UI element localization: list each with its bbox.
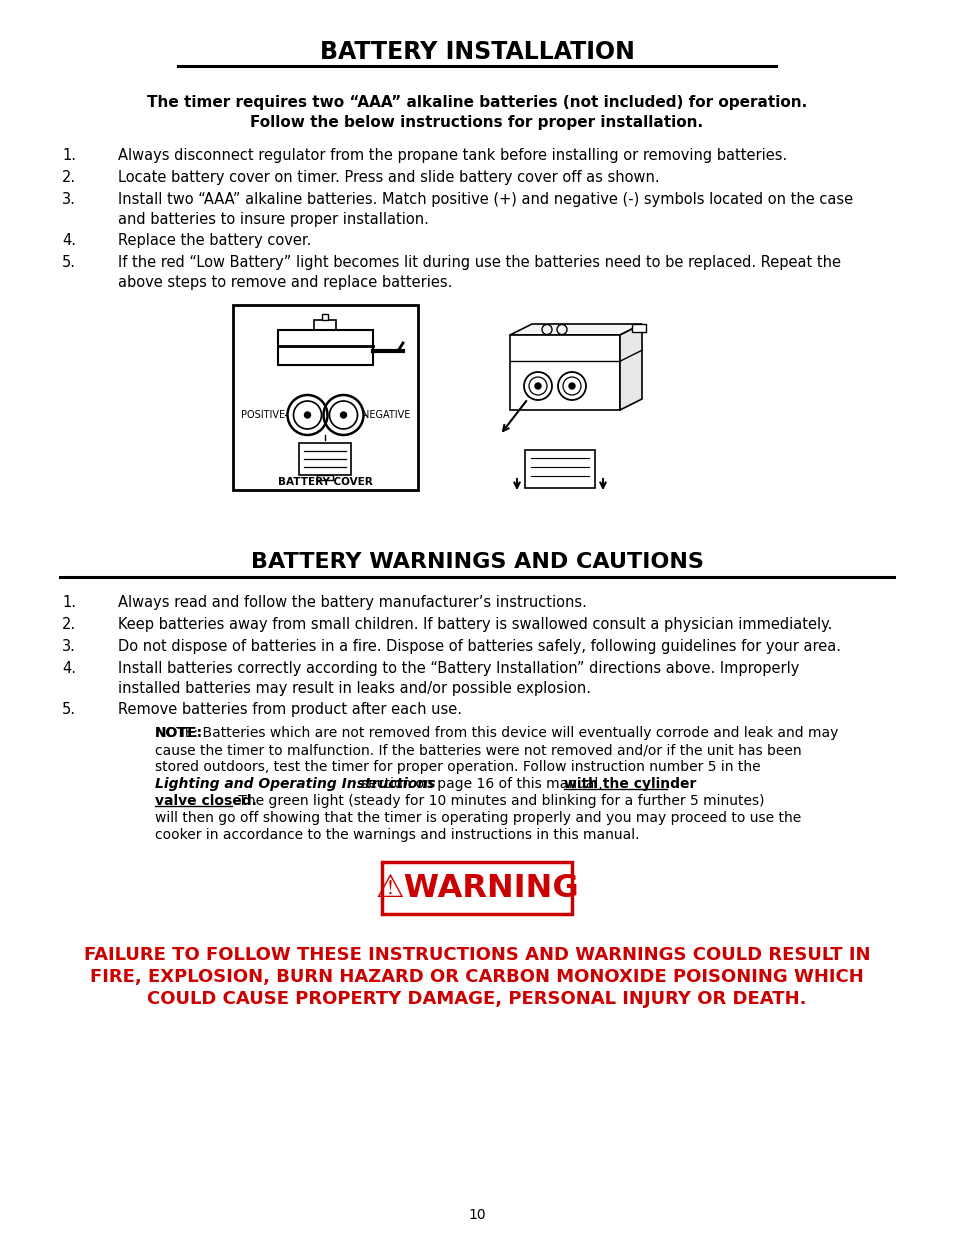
Circle shape [340,413,346,418]
Text: section on page 16 of this manual,: section on page 16 of this manual, [356,777,606,790]
Text: Install batteries correctly according to the “Battery Installation” directions a: Install batteries correctly according to… [118,660,799,696]
Text: FAILURE TO FOLLOW THESE INSTRUCTIONS AND WARNINGS COULD RESULT IN: FAILURE TO FOLLOW THESE INSTRUCTIONS AND… [84,947,869,964]
Bar [322,313,328,320]
Text: 2.: 2. [62,617,76,632]
Text: 2.: 2. [62,170,76,185]
Circle shape [535,383,540,389]
Text: Keep batteries away from small children. If battery is swallowed consult a physi: Keep batteries away from small children.… [118,617,832,632]
Text: cause the timer to malfunction. If the batteries were not removed and/or if the : cause the timer to malfunction. If the b… [154,743,801,757]
Text: BATTERY COVER: BATTERY COVER [278,477,373,487]
Text: FIRE, EXPLOSION, BURN HAZARD OR CARBON MONOXIDE POISONING WHICH: FIRE, EXPLOSION, BURN HAZARD OR CARBON M… [90,968,863,986]
Text: The timer requires two “AAA” alkaline batteries (not included) for operation.: The timer requires two “AAA” alkaline ba… [147,95,806,110]
Bar [524,450,595,488]
Polygon shape [510,325,641,335]
Bar [510,335,619,410]
Bar [381,862,572,914]
Text: The green light (steady for 10 minutes and blinking for a further 5 minutes): The green light (steady for 10 minutes a… [233,794,763,808]
Polygon shape [619,325,641,410]
Bar [314,320,336,330]
Text: will then go off showing that the timer is operating properly and you may procee: will then go off showing that the timer … [154,812,801,825]
Text: COULD CAUSE PROPERTY DAMAGE, PERSONAL INJURY OR DEATH.: COULD CAUSE PROPERTY DAMAGE, PERSONAL IN… [147,990,806,1009]
Text: Follow the below instructions for proper installation.: Follow the below instructions for proper… [251,115,702,130]
Text: If the red “Low Battery” light becomes lit during use the batteries need to be r: If the red “Low Battery” light becomes l… [118,255,841,290]
Text: NOTE:: NOTE: [154,726,203,740]
Text: cooker in accordance to the warnings and instructions in this manual.: cooker in accordance to the warnings and… [154,828,639,843]
Text: NOTE: Batteries which are not removed from this device will eventually corrode a: NOTE: Batteries which are not removed fr… [154,726,838,740]
Bar [317,475,334,479]
Bar [277,330,373,366]
Text: 4.: 4. [62,233,76,248]
Text: Install two “AAA” alkaline batteries. Match positive (+) and negative (-) symbol: Install two “AAA” alkaline batteries. Ma… [118,192,852,228]
Text: 3.: 3. [62,192,76,207]
Bar [299,444,351,475]
Text: Always disconnect regulator from the propane tank before installing or removing : Always disconnect regulator from the pro… [118,147,786,164]
Text: valve closed.: valve closed. [154,794,256,808]
Bar [233,305,417,489]
Text: BATTERY WARNINGS AND CAUTIONS: BATTERY WARNINGS AND CAUTIONS [251,553,702,572]
Text: 4.: 4. [62,660,76,676]
Text: 3.: 3. [62,639,76,654]
Text: Replace the battery cover.: Replace the battery cover. [118,233,311,248]
Bar [631,325,645,332]
Text: NEGATIVE: NEGATIVE [361,410,410,420]
Text: 1.: 1. [62,147,76,164]
Text: Remove batteries from product after each use.: Remove batteries from product after each… [118,703,461,717]
Text: Lighting and Operating Instructions: Lighting and Operating Instructions [154,777,435,790]
Text: 5.: 5. [62,255,76,270]
Text: 1.: 1. [62,595,76,610]
Text: POSITIVE: POSITIVE [241,410,285,420]
Text: with the cylinder: with the cylinder [563,777,696,790]
Text: 5.: 5. [62,703,76,717]
Text: Locate battery cover on timer. Press and slide battery cover off as shown.: Locate battery cover on timer. Press and… [118,170,659,185]
Text: stored outdoors, test the timer for proper operation. Follow instruction number : stored outdoors, test the timer for prop… [154,760,760,774]
Text: Always read and follow the battery manufacturer’s instructions.: Always read and follow the battery manuf… [118,595,586,610]
Circle shape [304,413,310,418]
Text: ⚠WARNING: ⚠WARNING [375,872,578,903]
Text: Do not dispose of batteries in a fire. Dispose of batteries safely, following gu: Do not dispose of batteries in a fire. D… [118,639,841,654]
Circle shape [568,383,575,389]
Text: 10: 10 [468,1208,485,1222]
Text: BATTERY INSTALLATION: BATTERY INSTALLATION [319,40,634,64]
